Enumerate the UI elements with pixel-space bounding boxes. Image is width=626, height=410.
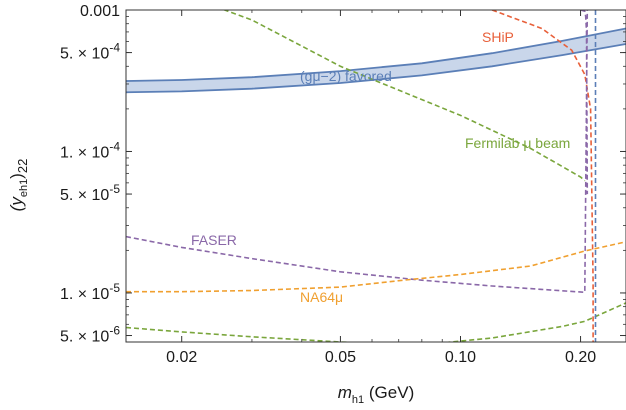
annotation-na64: NA64μ [300,289,343,305]
tick-layer: 0.02 0.05 0.10 0.20 0.001 5. × 10-4 1. × 10-4 5… [60,3,626,366]
annotation-gmu2: (gμ−2) favored [300,68,392,84]
annotation-ship: SHiP [482,29,514,45]
series-fermilab-beam-line [222,10,586,182]
band-layer [126,27,626,94]
x-tick-label: 0.10 [445,349,476,366]
y-tick-label: 5. × 10-4 [60,41,120,63]
annotation-layer: SHiP Fermilab μ beam FASER NA64μ (gμ−2) favo… [191,29,570,305]
frame-layer [125,9,626,343]
series-na64-line [126,241,626,293]
x-tick-label: 0.20 [565,349,596,366]
plot-frame [125,9,626,343]
y-tick-label: 5. × 10-6 [60,324,120,346]
series-faser-line [126,10,589,294]
series-layer [126,10,626,342]
x-tick-label: 0.05 [325,349,356,366]
y-tick-label: 0.001 [80,3,120,20]
x-axis-label: mh1 (GeV) [338,383,414,406]
gmu2-band-upper-edge [126,27,626,82]
annotation-fermilab: Fermilab μ beam [465,135,570,151]
gmu2-band-lower-edge [126,43,626,94]
y-axis-label: (yeh1)22 [7,159,30,212]
y-tick-label: 1. × 10-4 [60,139,120,161]
series-boundary-4-line [580,10,589,195]
annotation-faser: FASER [191,232,237,248]
series-boundary-2-line [126,302,626,342]
x-tick-label: 0.02 [166,349,197,366]
y-tick-label: 5. × 10-5 [60,182,120,204]
y-tick-label: 1. × 10-5 [60,281,120,303]
axis-label-layer: mh1 (GeV) (yeh1)22 [7,159,414,406]
